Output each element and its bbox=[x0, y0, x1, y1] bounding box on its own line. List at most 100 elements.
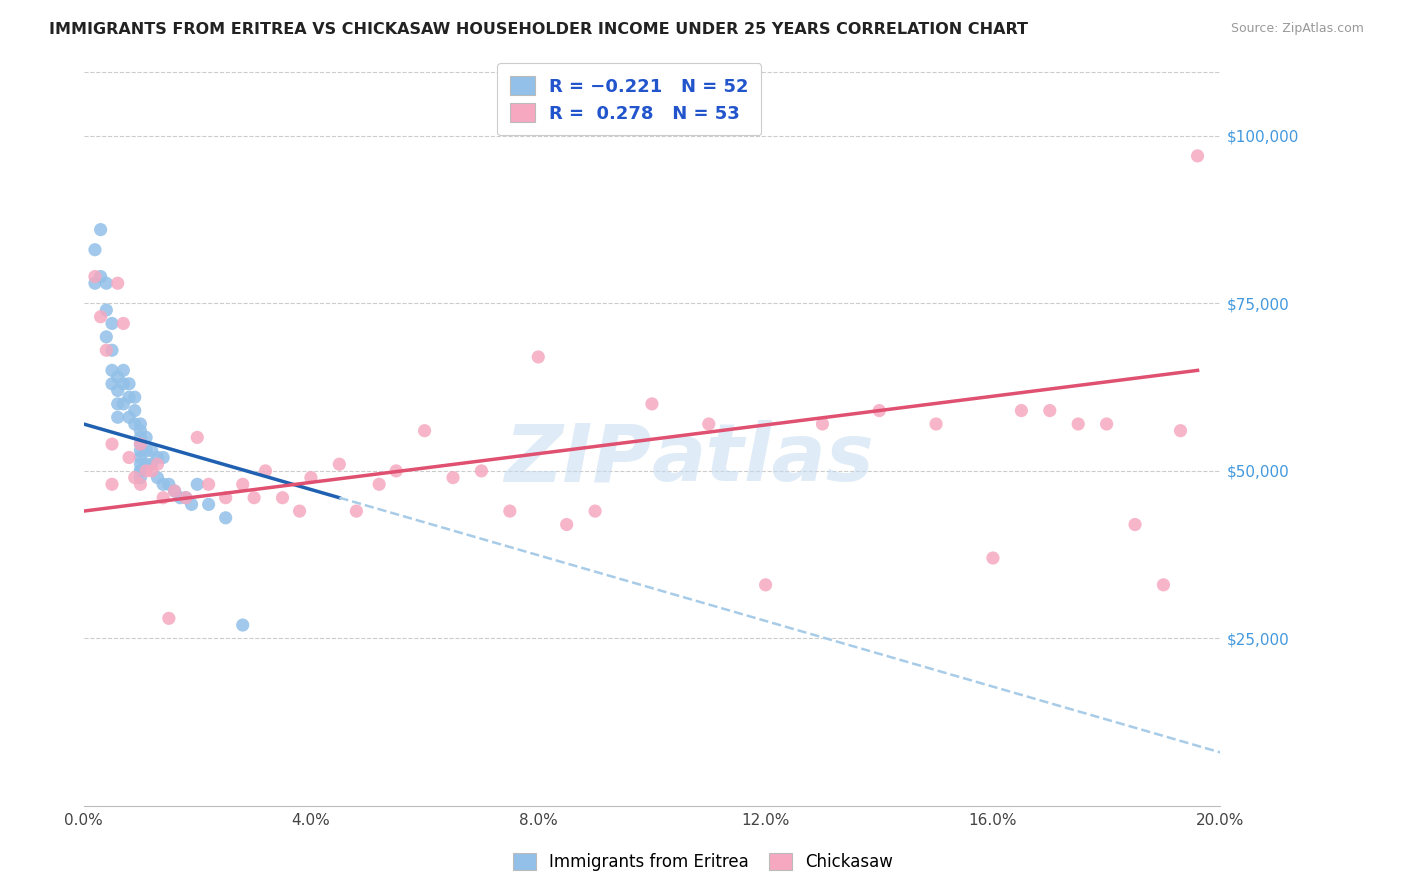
Point bbox=[101, 317, 124, 331]
Point bbox=[299, 470, 322, 484]
Point bbox=[186, 430, 208, 444]
Point bbox=[1039, 403, 1062, 417]
Point bbox=[555, 517, 578, 532]
Point bbox=[328, 457, 350, 471]
Point bbox=[96, 343, 118, 358]
Point bbox=[107, 410, 129, 425]
Point bbox=[254, 464, 277, 478]
Point bbox=[135, 443, 157, 458]
Point bbox=[925, 417, 948, 431]
Point bbox=[141, 464, 163, 478]
Point bbox=[101, 376, 124, 391]
Point bbox=[344, 504, 367, 518]
Text: atlas: atlas bbox=[652, 420, 875, 499]
Legend: R = −0.221   N = 52, R =  0.278   N = 53: R = −0.221 N = 52, R = 0.278 N = 53 bbox=[496, 63, 762, 136]
Point bbox=[118, 390, 141, 404]
Point bbox=[146, 470, 169, 484]
Point bbox=[118, 410, 141, 425]
Point bbox=[101, 437, 124, 451]
Point bbox=[90, 310, 112, 324]
Point bbox=[1010, 403, 1032, 417]
Point bbox=[129, 443, 152, 458]
Point bbox=[288, 504, 311, 518]
Point bbox=[811, 417, 834, 431]
Point bbox=[1187, 149, 1209, 163]
Point bbox=[124, 417, 146, 431]
Point bbox=[152, 477, 174, 491]
Point bbox=[141, 443, 163, 458]
Point bbox=[413, 424, 436, 438]
Point bbox=[112, 363, 135, 377]
Point bbox=[527, 350, 550, 364]
Point bbox=[129, 457, 152, 471]
Point bbox=[152, 491, 174, 505]
Point bbox=[169, 491, 191, 505]
Point bbox=[129, 477, 152, 491]
Point bbox=[174, 491, 197, 505]
Point bbox=[1170, 424, 1192, 438]
Point bbox=[186, 477, 208, 491]
Point bbox=[101, 363, 124, 377]
Point bbox=[146, 457, 169, 471]
Point bbox=[107, 370, 129, 384]
Point bbox=[499, 504, 522, 518]
Point bbox=[163, 483, 186, 498]
Point bbox=[124, 403, 146, 417]
Point bbox=[141, 457, 163, 471]
Point bbox=[1152, 578, 1174, 592]
Point bbox=[163, 483, 186, 498]
Text: Source: ZipAtlas.com: Source: ZipAtlas.com bbox=[1230, 22, 1364, 36]
Point bbox=[981, 551, 1004, 566]
Point bbox=[84, 269, 107, 284]
Point bbox=[129, 450, 152, 465]
Point bbox=[868, 403, 890, 417]
Point bbox=[271, 491, 294, 505]
Point bbox=[174, 491, 197, 505]
Point bbox=[697, 417, 720, 431]
Point bbox=[243, 491, 266, 505]
Point bbox=[146, 450, 169, 465]
Point bbox=[112, 376, 135, 391]
Point bbox=[232, 618, 254, 632]
Point bbox=[112, 397, 135, 411]
Point bbox=[90, 269, 112, 284]
Point bbox=[180, 497, 202, 511]
Point bbox=[124, 470, 146, 484]
Point bbox=[583, 504, 606, 518]
Point bbox=[129, 424, 152, 438]
Point bbox=[90, 222, 112, 236]
Point bbox=[129, 464, 152, 478]
Point bbox=[197, 497, 219, 511]
Point bbox=[197, 477, 219, 491]
Point bbox=[232, 477, 254, 491]
Point bbox=[129, 417, 152, 431]
Point bbox=[84, 243, 107, 257]
Point bbox=[129, 430, 152, 444]
Text: ZIP: ZIP bbox=[505, 420, 652, 499]
Point bbox=[157, 477, 180, 491]
Point bbox=[215, 491, 238, 505]
Point bbox=[96, 303, 118, 318]
Point bbox=[101, 343, 124, 358]
Point bbox=[157, 611, 180, 625]
Point bbox=[368, 477, 391, 491]
Point bbox=[1123, 517, 1146, 532]
Point bbox=[152, 450, 174, 465]
Point bbox=[215, 511, 238, 525]
Point bbox=[641, 397, 664, 411]
Point bbox=[755, 578, 778, 592]
Point bbox=[112, 317, 135, 331]
Point bbox=[129, 464, 152, 478]
Point bbox=[135, 457, 157, 471]
Point bbox=[135, 430, 157, 444]
Point bbox=[118, 376, 141, 391]
Point bbox=[96, 330, 118, 344]
Point bbox=[129, 437, 152, 451]
Point bbox=[101, 477, 124, 491]
Legend: Immigrants from Eritrea, Chickasaw: Immigrants from Eritrea, Chickasaw bbox=[505, 845, 901, 880]
Point bbox=[1067, 417, 1090, 431]
Text: IMMIGRANTS FROM ERITREA VS CHICKASAW HOUSEHOLDER INCOME UNDER 25 YEARS CORRELATI: IMMIGRANTS FROM ERITREA VS CHICKASAW HOU… bbox=[49, 22, 1028, 37]
Point bbox=[118, 450, 141, 465]
Point bbox=[1095, 417, 1118, 431]
Point bbox=[129, 437, 152, 451]
